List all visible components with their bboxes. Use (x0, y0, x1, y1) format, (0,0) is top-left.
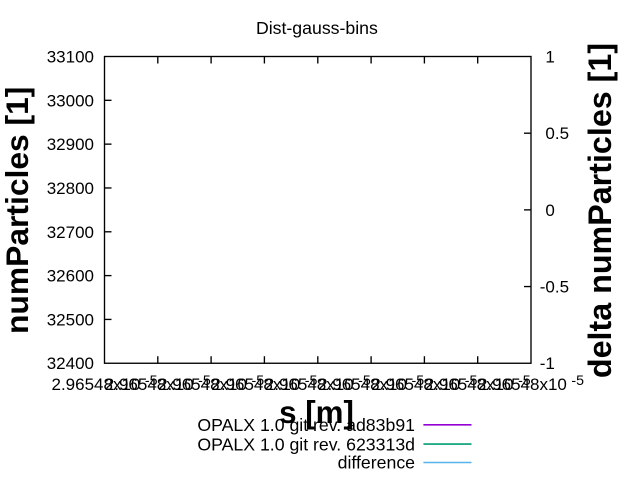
svg-text:32400: 32400 (47, 354, 94, 373)
svg-text:32700: 32700 (47, 223, 94, 242)
svg-text:OPALX 1.0 git rev. ad83b91: OPALX 1.0 git rev. ad83b91 (197, 415, 415, 435)
svg-text:numParticles [1]: numParticles [1] (0, 87, 35, 334)
svg-text:0: 0 (545, 201, 554, 220)
svg-text:2.96548x10-5: 2.96548x10 -5 (211, 373, 317, 394)
svg-text:difference: difference (338, 453, 416, 473)
svg-text:s [m]: s [m] (279, 395, 354, 430)
svg-text:-1: -1 (540, 354, 555, 373)
svg-text:1: 1 (545, 48, 554, 67)
svg-text:2.96548x10-5: 2.96548x10 -5 (105, 373, 211, 394)
svg-text:32600: 32600 (47, 267, 94, 286)
svg-text:Dist-gauss-bins: Dist-gauss-bins (256, 18, 378, 38)
svg-text:2.96548x10-5: 2.96548x10 -5 (371, 373, 477, 394)
svg-text:2.96548x10-5: 2.96548x10 -5 (52, 373, 158, 394)
svg-text:32500: 32500 (47, 310, 94, 329)
svg-text:32900: 32900 (47, 135, 94, 154)
svg-text:2.96548x10-5: 2.96548x10 -5 (425, 373, 531, 394)
svg-text:0.5: 0.5 (545, 124, 569, 143)
svg-text:2.96548x10-5: 2.96548x10 -5 (158, 373, 264, 394)
svg-text:33100: 33100 (47, 48, 94, 67)
svg-text:2.96548x10-5: 2.96548x10 -5 (478, 373, 584, 394)
svg-text:2.96548x10-5: 2.96548x10 -5 (265, 373, 371, 394)
svg-text:OPALX 1.0 git rev. 623313d: OPALX 1.0 git rev. 623313d (197, 434, 415, 454)
svg-text:delta numParticles [1]: delta numParticles [1] (582, 43, 618, 378)
svg-text:33000: 33000 (47, 91, 94, 110)
svg-text:2.96548x10-5: 2.96548x10 -5 (318, 373, 424, 394)
svg-text:32800: 32800 (47, 179, 94, 198)
svg-text:-0.5: -0.5 (540, 278, 569, 297)
